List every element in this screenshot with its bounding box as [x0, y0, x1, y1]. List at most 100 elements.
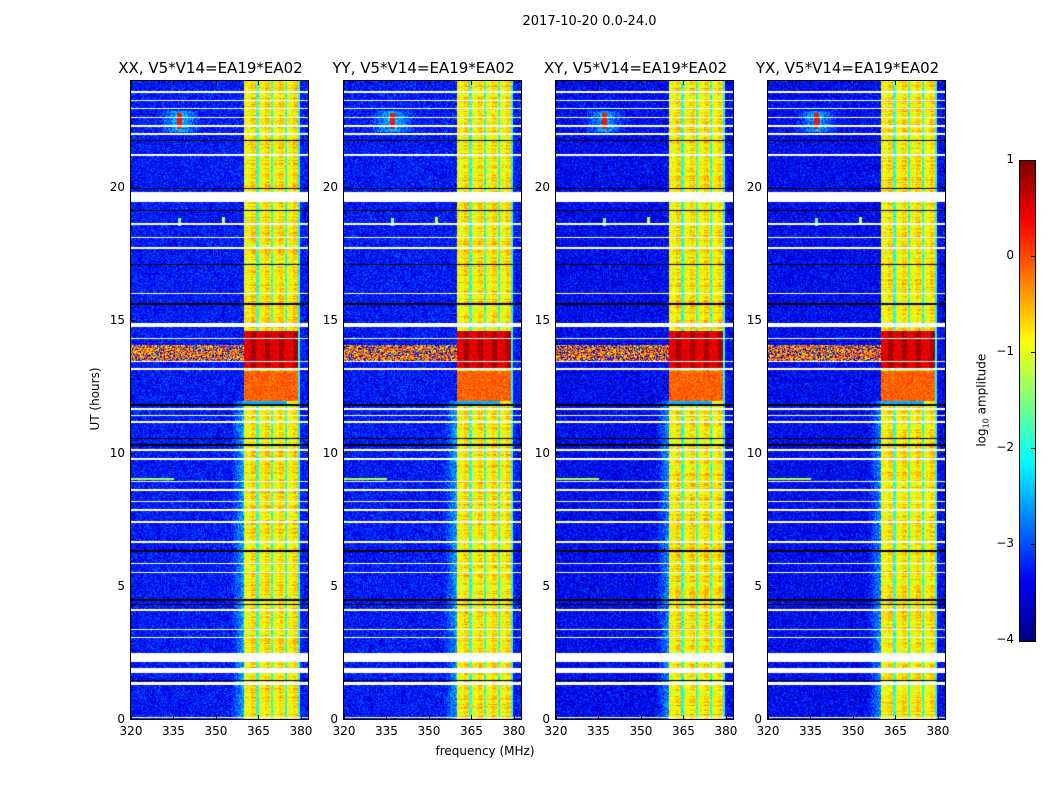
x-tick-mark	[810, 715, 812, 719]
x-tick-mark	[598, 81, 600, 85]
x-tick-mark	[131, 715, 132, 719]
colorbar-tick-label: 1	[1006, 152, 1014, 166]
x-tick-label: 320	[544, 724, 568, 738]
colorbar-tick-mark	[1031, 640, 1035, 641]
spectrogram-panel-2	[555, 80, 734, 720]
y-tick-label: 5	[754, 579, 762, 594]
spectrogram-image	[344, 81, 521, 719]
y-tick-label: 10	[322, 446, 338, 461]
x-tick-label: 335	[162, 724, 185, 738]
y-tick-mark	[304, 187, 308, 189]
x-tick-mark	[428, 81, 430, 85]
x-tick-mark	[683, 715, 685, 719]
y-tick-mark	[768, 719, 772, 720]
y-tick-label: 0	[117, 712, 125, 726]
y-tick-mark	[344, 187, 348, 189]
y-tick-mark	[304, 320, 308, 322]
colorbar	[1019, 160, 1036, 642]
y-tick-mark	[941, 453, 945, 455]
x-tick-mark	[598, 715, 600, 719]
x-tick-mark	[852, 715, 854, 719]
y-tick-mark	[304, 719, 308, 720]
x-tick-mark	[131, 81, 132, 85]
y-tick-label: 10	[109, 446, 125, 461]
y-tick-label: 20	[534, 180, 550, 195]
x-tick-mark	[173, 81, 175, 85]
x-tick-mark	[471, 81, 473, 85]
y-tick-mark	[344, 320, 348, 322]
panel-title: XY, V5*V14=EA19*EA02	[543, 59, 728, 77]
x-tick-mark	[513, 715, 515, 719]
y-tick-mark	[131, 586, 135, 588]
y-tick-mark	[556, 586, 560, 588]
x-tick-label: 335	[375, 724, 398, 738]
colorbar-tick-label: −4	[996, 632, 1014, 646]
y-tick-mark	[131, 453, 135, 455]
y-tick-mark	[517, 719, 521, 720]
x-tick-mark	[725, 715, 727, 719]
y-tick-mark	[344, 453, 348, 455]
y-tick-label: 0	[330, 712, 338, 726]
y-tick-mark	[517, 320, 521, 322]
y-tick-label: 10	[534, 446, 550, 461]
y-tick-mark	[941, 586, 945, 588]
y-tick-mark	[556, 320, 560, 322]
x-tick-label: 380	[502, 724, 526, 738]
spectrogram-image	[131, 81, 308, 719]
x-tick-mark	[344, 81, 345, 85]
panel-title: XX, V5*V14=EA19*EA02	[118, 59, 303, 77]
y-tick-label: 20	[746, 180, 762, 195]
y-tick-mark	[131, 187, 135, 189]
y-tick-mark	[556, 187, 560, 189]
colorbar-tick-label: −2	[996, 440, 1014, 454]
y-tick-label: 15	[746, 313, 762, 328]
x-tick-label: 350	[417, 724, 441, 738]
x-tick-mark	[640, 715, 642, 719]
x-tick-mark	[556, 81, 557, 85]
x-tick-mark	[640, 81, 642, 85]
spectrogram-panel-1	[343, 80, 522, 720]
x-tick-mark	[300, 81, 302, 85]
y-tick-mark	[517, 586, 521, 588]
x-tick-label: 380	[714, 724, 738, 738]
y-tick-mark	[768, 187, 772, 189]
y-tick-label: 15	[322, 313, 338, 328]
x-tick-mark	[937, 81, 939, 85]
y-tick-label: 5	[542, 579, 550, 594]
x-tick-mark	[386, 81, 388, 85]
x-tick-mark	[725, 81, 727, 85]
spectrogram-image	[768, 81, 945, 719]
colorbar-tick-mark	[1031, 544, 1035, 545]
x-tick-mark	[173, 715, 175, 719]
y-tick-mark	[131, 320, 135, 322]
y-tick-mark	[729, 586, 733, 588]
x-tick-mark	[895, 81, 897, 85]
y-axis-label: UT (hours)	[88, 367, 102, 431]
x-tick-label: 350	[629, 724, 653, 738]
x-tick-mark	[258, 715, 260, 719]
x-tick-mark	[810, 81, 812, 85]
colorbar-tick-mark	[1031, 352, 1035, 353]
x-tick-mark	[300, 715, 302, 719]
x-tick-mark	[768, 81, 769, 85]
panel-title: YY, V5*V14=EA19*EA02	[332, 59, 515, 77]
y-tick-mark	[344, 719, 348, 720]
x-tick-label: 380	[926, 724, 950, 738]
y-tick-mark	[941, 719, 945, 720]
y-tick-label: 20	[322, 180, 338, 195]
x-tick-label: 365	[671, 724, 695, 738]
y-tick-mark	[304, 586, 308, 588]
colorbar-tick-label: 0	[1006, 248, 1014, 262]
spectrogram-panel-3	[767, 80, 946, 720]
x-axis-label: frequency (MHz)	[435, 744, 535, 758]
spectrogram-image	[556, 81, 733, 719]
y-tick-mark	[304, 453, 308, 455]
x-tick-mark	[937, 715, 939, 719]
y-tick-mark	[556, 719, 560, 720]
x-tick-label: 320	[332, 724, 356, 738]
x-tick-mark	[683, 81, 685, 85]
y-tick-label: 5	[330, 579, 338, 594]
colorbar-tick-label: −3	[996, 536, 1014, 550]
y-tick-label: 15	[534, 313, 550, 328]
x-tick-mark	[768, 715, 769, 719]
